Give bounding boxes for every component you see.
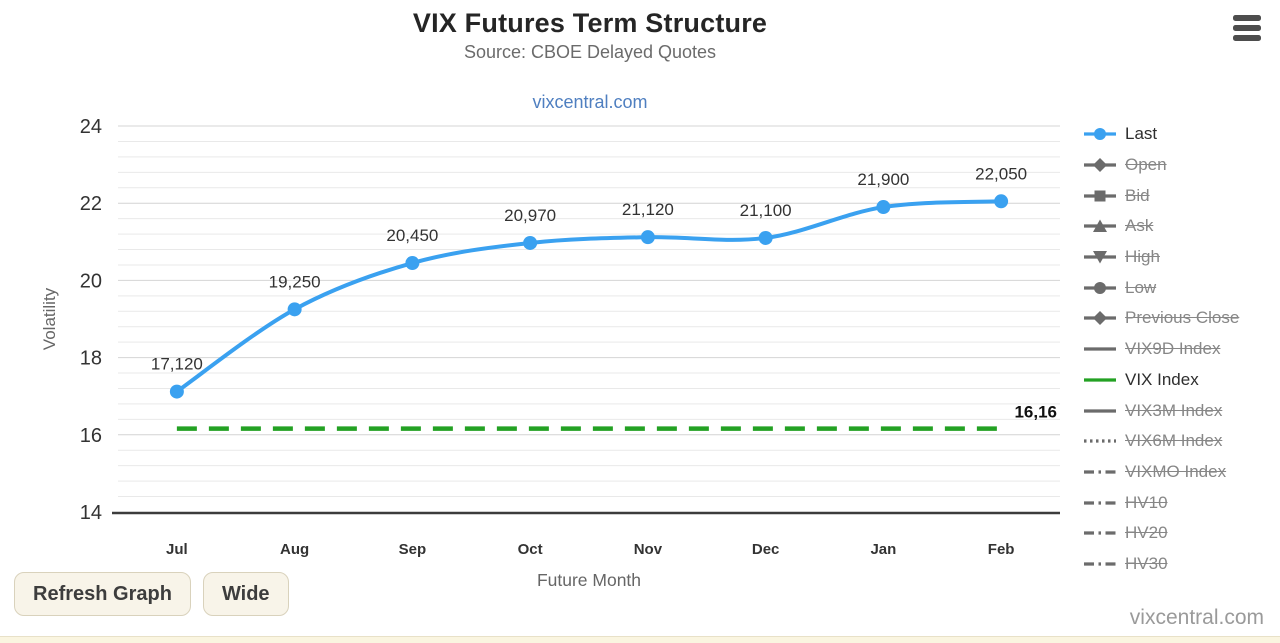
legend-item-vix3m-index[interactable]: VIX3M Index <box>1083 395 1239 426</box>
line-style-icon <box>1084 531 1116 535</box>
svg-text:17,120: 17,120 <box>151 355 203 374</box>
chart-header: VIX Futures Term Structure Source: CBOE … <box>0 8 1180 113</box>
legend-label: Previous Close <box>1125 308 1240 328</box>
circle-marker-icon <box>1084 281 1116 294</box>
svg-text:Jan: Jan <box>870 541 896 558</box>
hamburger-icon <box>1233 25 1261 31</box>
svg-text:24: 24 <box>80 116 102 138</box>
svg-text:Aug: Aug <box>280 541 309 558</box>
wide-button[interactable]: Wide <box>202 572 289 616</box>
line-style-icon <box>1084 347 1116 351</box>
legend-item-last[interactable]: Last <box>1083 119 1239 150</box>
legend-item-vixmo-index[interactable]: VIXMO Index <box>1083 457 1239 488</box>
svg-text:21,900: 21,900 <box>857 170 909 189</box>
svg-text:21,120: 21,120 <box>622 200 674 219</box>
legend-label: VIXMO Index <box>1125 461 1227 481</box>
circle-marker-icon <box>1084 128 1116 141</box>
legend-item-vix6m-index[interactable]: VIX6M Index <box>1083 426 1239 457</box>
legend-label: HV30 <box>1125 553 1168 573</box>
hamburger-icon <box>1233 15 1261 21</box>
square-marker-icon <box>1084 190 1116 202</box>
legend-item-hv20[interactable]: HV20 <box>1083 518 1239 549</box>
legend-label: High <box>1125 247 1160 267</box>
svg-text:Sep: Sep <box>399 541 427 558</box>
diamond-marker-icon <box>1084 158 1116 173</box>
svg-text:16,16: 16,16 <box>1014 403 1057 422</box>
legend-label: Last <box>1125 124 1158 144</box>
svg-text:22,050: 22,050 <box>975 164 1027 183</box>
legend-item-previous-close[interactable]: Previous Close <box>1083 303 1239 334</box>
legend-item-hv30[interactable]: HV30 <box>1083 549 1239 580</box>
vixcentral-link[interactable]: vixcentral.com <box>532 92 648 112</box>
legend-label: Ask <box>1125 216 1154 236</box>
legend-label: HV20 <box>1125 523 1168 543</box>
triangle-down-marker-icon <box>1084 251 1116 264</box>
line-style-icon <box>1084 439 1116 443</box>
svg-text:19,250: 19,250 <box>269 272 321 291</box>
svg-text:Volatility: Volatility <box>40 287 59 350</box>
footer-bar <box>0 636 1280 643</box>
chart-actions: Refresh Graph Wide <box>14 572 289 616</box>
line-style-icon <box>1084 500 1116 505</box>
svg-text:18: 18 <box>80 348 102 370</box>
legend-label: HV10 <box>1125 492 1168 512</box>
legend-label: VIX3M Index <box>1125 400 1223 420</box>
triangle-up-marker-icon <box>1084 219 1116 233</box>
svg-text:Future Month: Future Month <box>537 570 641 590</box>
legend-item-open[interactable]: Open <box>1083 150 1239 181</box>
svg-text:20: 20 <box>80 270 102 292</box>
chart-legend: Last Open Bid Ask High Low Previous Close VIX9D… <box>1083 119 1239 579</box>
svg-text:Nov: Nov <box>634 541 663 558</box>
legend-label: Bid <box>1125 185 1150 205</box>
svg-text:16: 16 <box>80 425 102 447</box>
svg-text:21,100: 21,100 <box>740 201 792 220</box>
line-style-icon <box>1084 562 1116 566</box>
legend-item-vix9d-index[interactable]: VIX9D Index <box>1083 334 1239 365</box>
svg-text:Feb: Feb <box>988 541 1015 558</box>
svg-text:14: 14 <box>80 502 102 524</box>
line-style-icon <box>1084 470 1116 474</box>
page-title: VIX Futures Term Structure <box>412 8 768 38</box>
hamburger-icon <box>1233 35 1261 41</box>
legend-label: VIX9D Index <box>1125 339 1221 359</box>
legend-label: VIX6M Index <box>1125 431 1223 451</box>
legend-item-ask[interactable]: Ask <box>1083 211 1239 242</box>
watermark: vixcentral.com <box>1129 606 1264 629</box>
legend-item-low[interactable]: Low <box>1083 272 1239 303</box>
legend-label: Open <box>1125 155 1167 175</box>
legend-item-hv10[interactable]: HV10 <box>1083 487 1239 518</box>
legend-label: Low <box>1125 277 1157 297</box>
legend-item-bid[interactable]: Bid <box>1083 180 1239 211</box>
refresh-graph-button[interactable]: Refresh Graph <box>14 572 191 616</box>
svg-text:Dec: Dec <box>752 541 780 558</box>
svg-text:22: 22 <box>80 193 102 215</box>
line-style-icon <box>1084 408 1116 413</box>
diamond-marker-icon <box>1084 311 1116 326</box>
svg-text:20,970: 20,970 <box>504 206 556 225</box>
line-style-icon <box>1084 378 1116 382</box>
svg-text:20,450: 20,450 <box>386 226 438 245</box>
menu-button[interactable] <box>1231 13 1263 45</box>
chart-subtitle: Source: CBOE Delayed Quotes <box>463 42 717 62</box>
legend-label: VIX Index <box>1125 369 1199 389</box>
legend-item-high[interactable]: High <box>1083 242 1239 273</box>
svg-text:Jul: Jul <box>166 541 188 558</box>
legend-item-vix-index[interactable]: VIX Index <box>1083 365 1239 396</box>
svg-text:Oct: Oct <box>518 541 543 558</box>
